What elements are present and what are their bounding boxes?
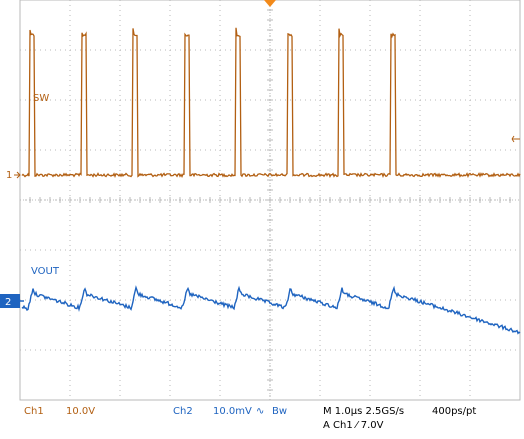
series-label-vout: VOUT [31, 266, 60, 277]
trigger-level-marker [511, 135, 520, 143]
trace-sw [21, 27, 521, 179]
status-record-length: 400ps/pt [432, 406, 476, 417]
ch2-marker-box [0, 294, 20, 308]
graticule [19, 0, 521, 401]
status-ch2-scale: 10.0mV [213, 406, 252, 417]
status-ch1-scale: 10.0V [66, 406, 95, 417]
status-bw: Bw [272, 406, 287, 417]
trigger-position-marker [264, 0, 276, 7]
ch1-marker-label: 1 [6, 170, 12, 181]
status-trigger: A Ch1 ⁄ 7.0V [323, 420, 384, 431]
ch2-marker-label: 2 [5, 297, 11, 308]
bandwidth-limit-icon: ∿ [256, 406, 264, 417]
series-label-sw: SW [33, 93, 49, 104]
ch1-marker-arrow [14, 171, 21, 179]
status-ch1: Ch1 [24, 406, 44, 417]
waveform-traces [21, 27, 521, 335]
status-ch2: Ch2 [173, 406, 193, 417]
status-timebase: M 1.0µs 2.5GS/s [323, 406, 404, 417]
trace-vout [21, 285, 521, 335]
